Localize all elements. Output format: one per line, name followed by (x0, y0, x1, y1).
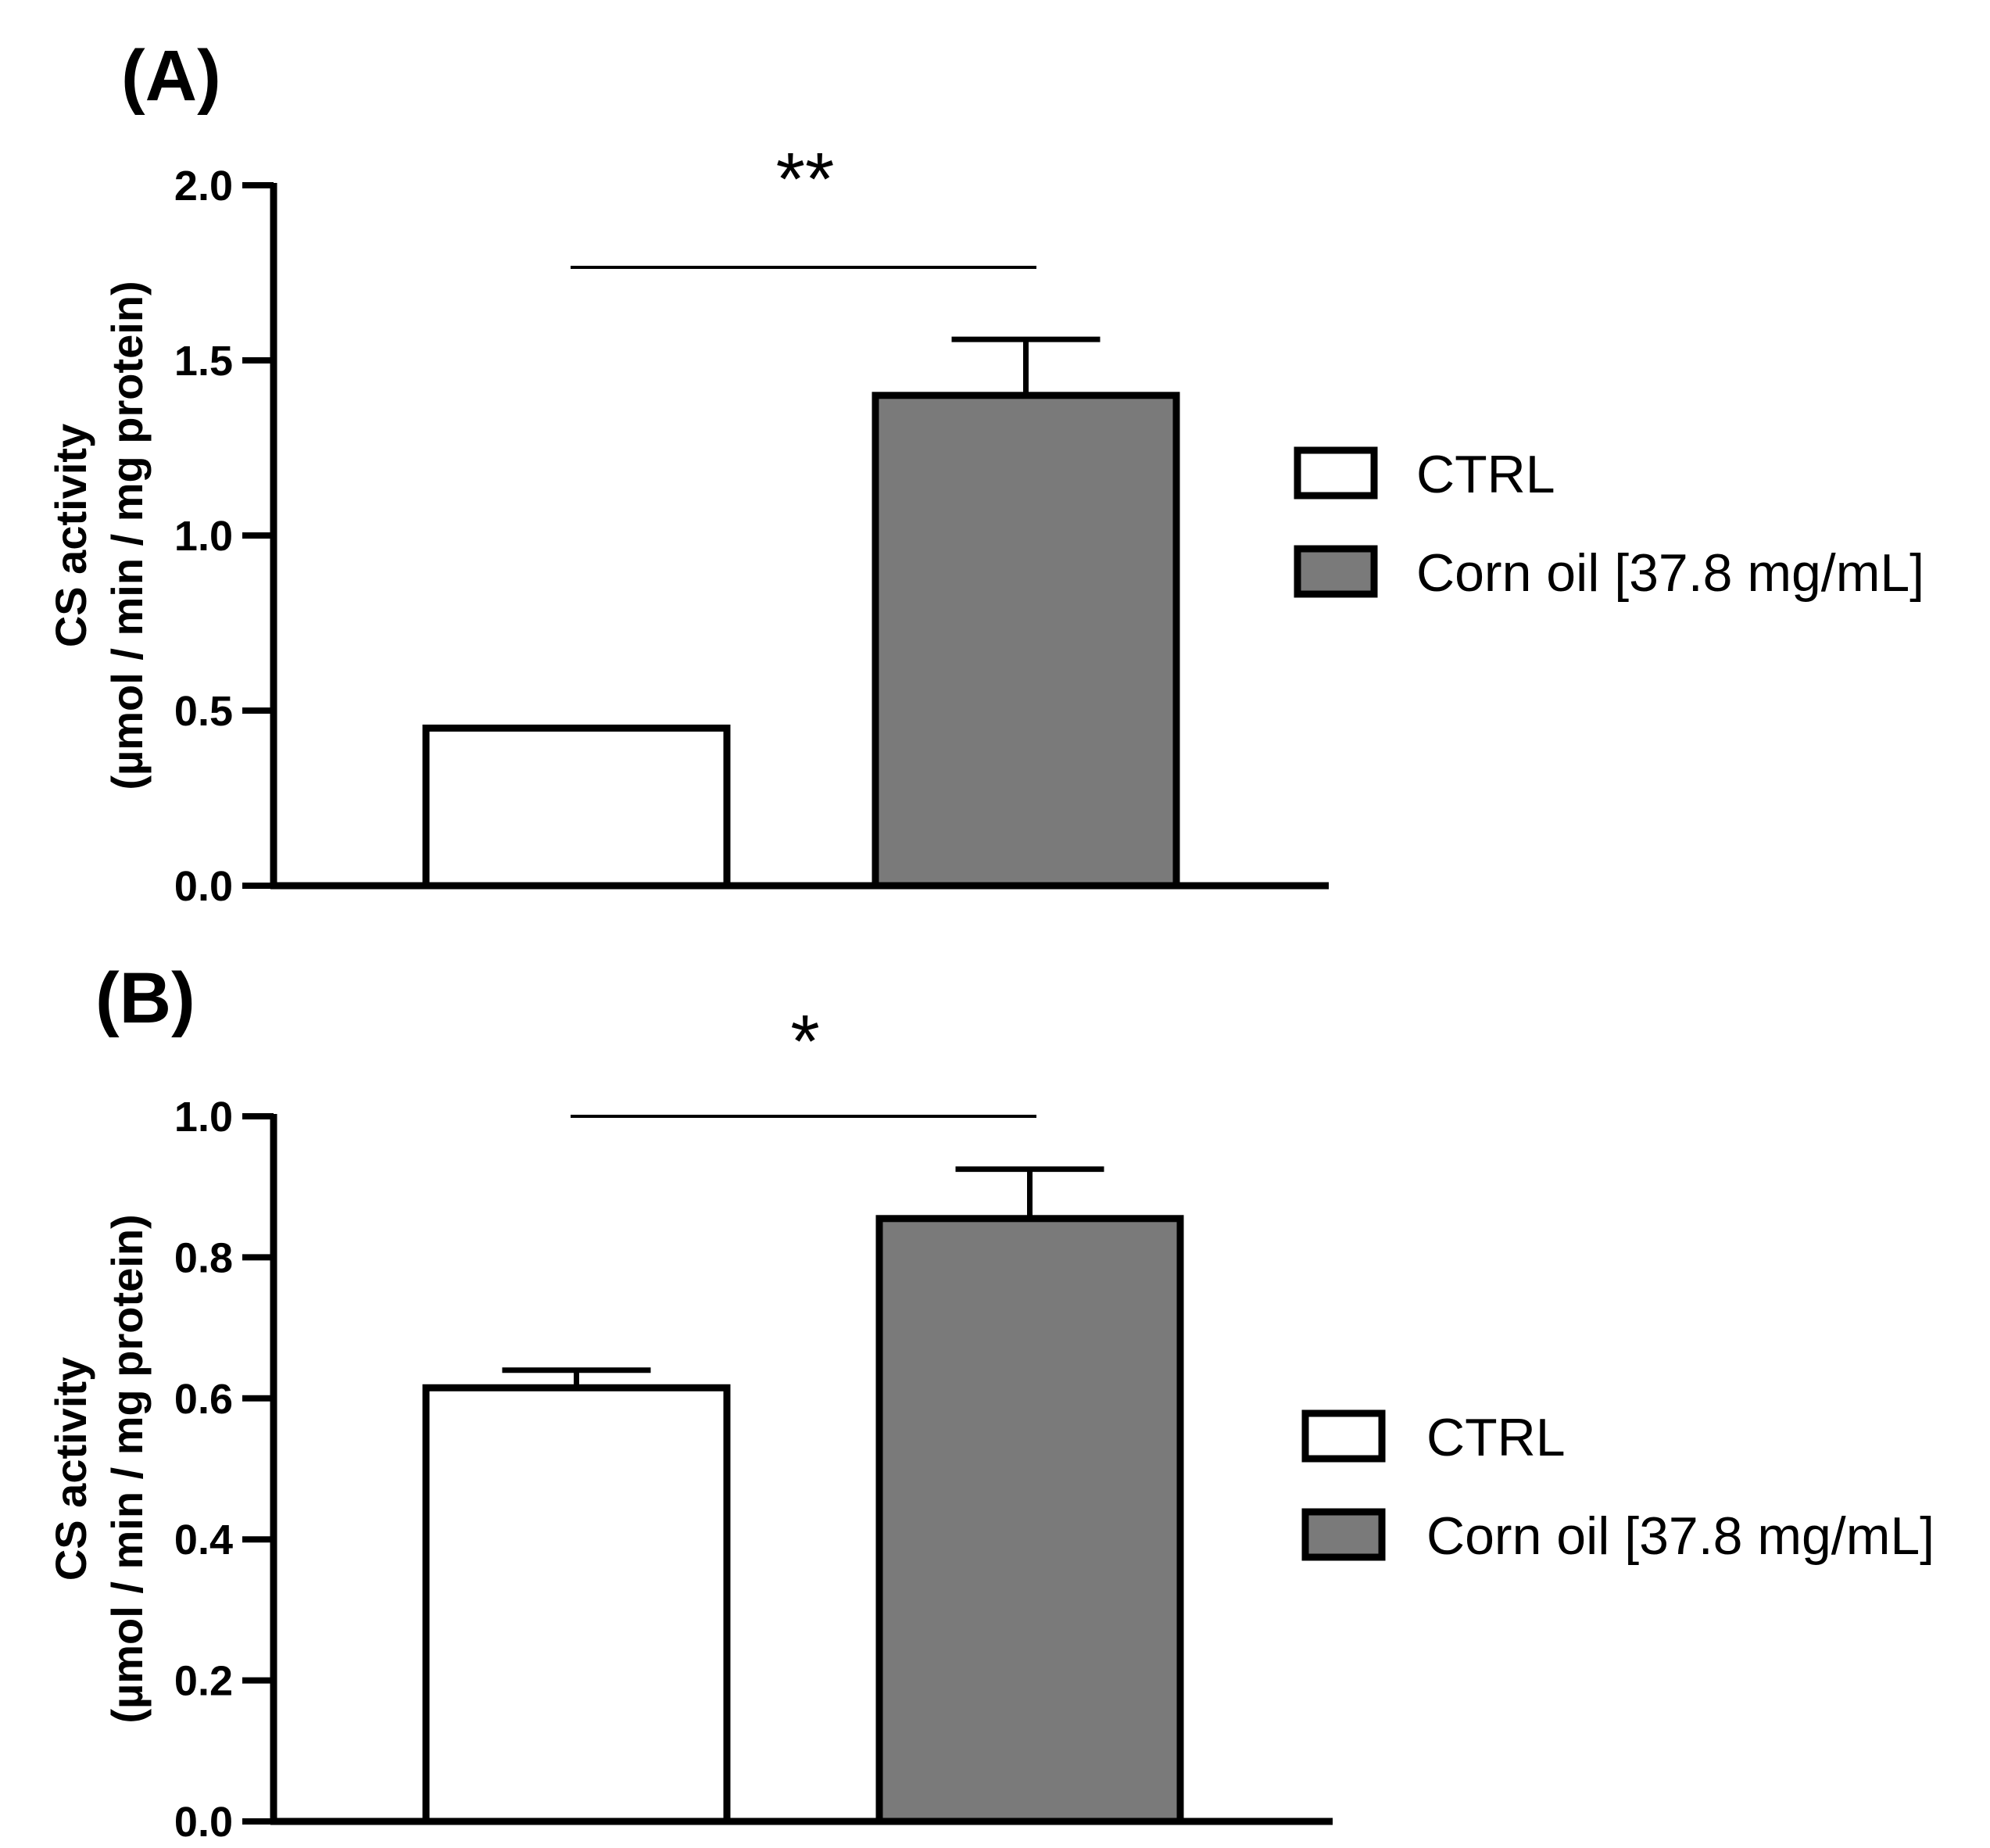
y-axis-label-line1: CS activity (46, 424, 95, 647)
y-tick-label: 0.8 (174, 1234, 233, 1281)
legend-swatch-ctrl (1301, 1409, 1386, 1463)
legend-label-ctrl: CTRL (1426, 1408, 1566, 1467)
y-tick-label: 0.2 (174, 1658, 233, 1705)
bar-ctrl (422, 724, 731, 890)
y-tick-label: 0.0 (174, 1799, 233, 1846)
legend-label-corn-oil: Corn oil [37.8 mg/mL] (1426, 1506, 1935, 1566)
y-axis-label-line1: CS activity (46, 1357, 95, 1581)
y-tick-label: 0.0 (174, 863, 233, 910)
legend-label-ctrl: CTRL (1416, 445, 1555, 504)
y-axis-label-line2: (µmol / min / mg protein) (102, 281, 152, 790)
y-tick-label: 0.4 (174, 1517, 233, 1563)
bar-corn-oil (875, 1215, 1184, 1825)
significance-marker: ** (776, 138, 835, 221)
y-axis-label-line2: (µmol / min / mg protein) (102, 1214, 152, 1723)
y-axis-label: CS activity (µmol / min / mg protein) (46, 1214, 152, 1723)
legend-swatch-corn-oil (1301, 1508, 1386, 1561)
y-axis-label: CS activity (µmol / min / mg protein) (46, 281, 152, 790)
y-tick-label: 2.0 (174, 163, 233, 210)
y-tick-label: 1.5 (174, 338, 233, 385)
legend-swatch-ctrl (1294, 446, 1378, 500)
legend-swatch-corn-oil (1294, 545, 1378, 598)
y-tick-label: 1.0 (174, 1094, 233, 1141)
y-tick-label: 0.5 (174, 688, 233, 735)
chart-panel-b: (B) 0.0 0.2 0.4 0.6 0.8 1.0 * CS activity (µmol /… (46, 958, 1935, 1846)
y-tick-label: 1.0 (174, 513, 233, 560)
y-tick-label: 0.6 (174, 1376, 233, 1423)
legend-label-corn-oil: Corn oil [37.8 mg/mL] (1416, 543, 1924, 603)
panel-label: (A) (121, 36, 221, 116)
significance-marker: * (790, 1000, 819, 1083)
panel-label: (B) (95, 958, 195, 1038)
bar-corn-oil (872, 392, 1180, 890)
chart-panel-a: (A) 0.0 0.5 1.0 1.5 2.0 ** CS activity (µmol / m… (46, 36, 1924, 910)
bar-ctrl (422, 1384, 731, 1825)
